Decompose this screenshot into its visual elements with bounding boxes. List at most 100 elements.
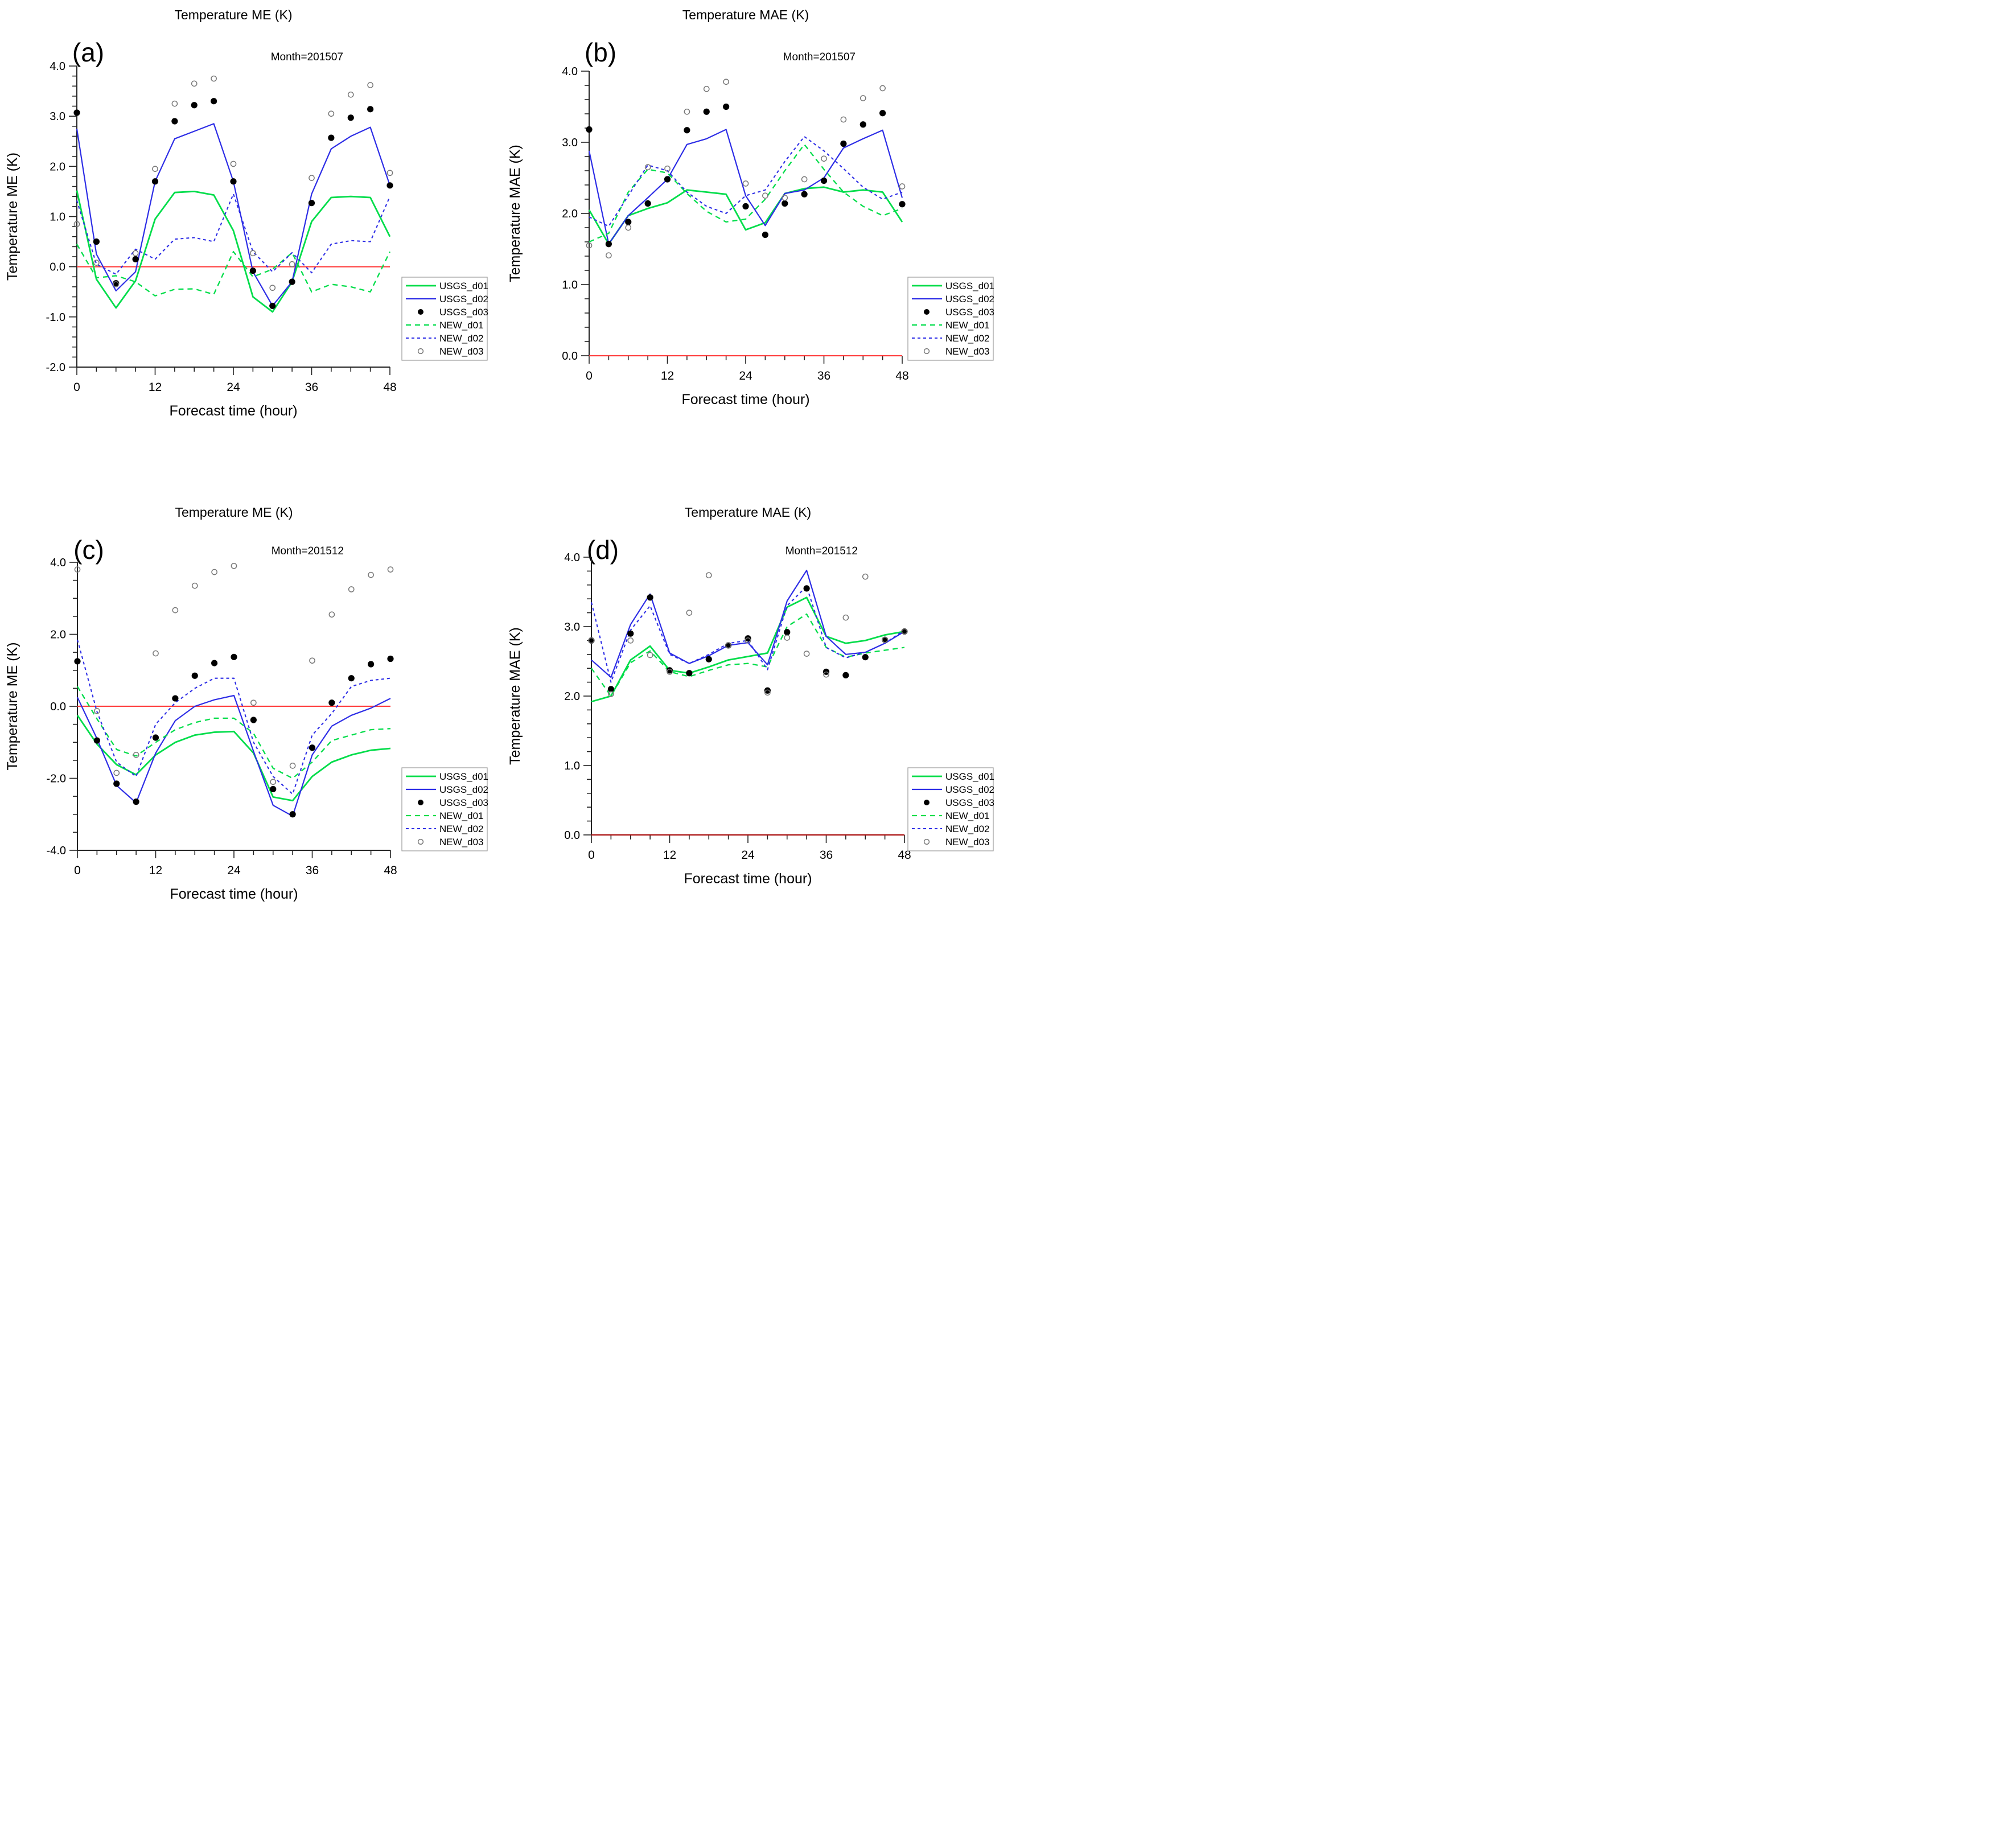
y-tick-label: -2.0 (46, 361, 65, 374)
y-tick-label: 4.0 (50, 557, 66, 569)
legend-label-USGS_d03: USGS_d03 (439, 797, 488, 808)
x-tick-label: 24 (741, 849, 755, 862)
legend-label-NEW_d02: NEW_d02 (439, 824, 483, 834)
legend-label-USGS_d01: USGS_d01 (945, 771, 994, 782)
x-axis-label: Forecast time (hour) (681, 392, 809, 408)
x-tick-label: 24 (227, 864, 241, 877)
x-ticks (589, 356, 903, 364)
panel-title: Temperature MAE (K) (682, 7, 809, 22)
series-markers-NEW_d03 (73, 75, 393, 291)
legend-label-NEW_d01: NEW_d01 (945, 320, 989, 331)
chart-panel-d: Temperature MAE (K) (d) Month=201512 Temper… (507, 505, 994, 887)
x-axis-label: Forecast time (hour) (169, 403, 297, 419)
x-tick-label: 48 (895, 369, 908, 382)
y-tick-label: 0.0 (50, 701, 66, 713)
y-tick-label: 0.0 (50, 261, 65, 274)
panel-letter: (a) (72, 38, 104, 67)
legend-label-USGS_d02: USGS_d02 (439, 784, 488, 795)
y-ticks (583, 557, 591, 835)
panel-letter: (d) (587, 535, 619, 565)
month-label: Month=201512 (272, 545, 344, 557)
legend: USGS_d01 USGS_d02 USGS_d03 NEW_d01 NEW_d02 NE… (907, 277, 994, 361)
y-tick-label: -4.0 (47, 845, 66, 857)
y-tick-label: 3.0 (562, 137, 578, 149)
legend-label-NEW_d03: NEW_d03 (439, 837, 483, 847)
legend-label-NEW_d02: NEW_d02 (945, 824, 989, 834)
x-tick-label: 12 (149, 381, 162, 394)
x-tick-label: 36 (306, 864, 319, 877)
series-markers-NEW_d03 (586, 79, 906, 259)
series-line-NEW_d01 (77, 686, 391, 779)
y-tick-label: 2.0 (562, 208, 578, 220)
legend: USGS_d01 USGS_d02 USGS_d03 NEW_d01 NEW_d02 NE… (401, 277, 488, 361)
series-markers-USGS_d03 (74, 653, 394, 818)
y-tick-label: 3.0 (564, 621, 580, 633)
y-tick-label: 2.0 (50, 160, 65, 173)
x-ticks (77, 850, 391, 858)
panel-title: Temperature ME (K) (175, 505, 293, 520)
y-tick-label: 0.0 (564, 829, 580, 842)
y-ticks (69, 562, 77, 851)
legend-label-USGS_d01: USGS_d01 (439, 771, 488, 782)
legend-label-NEW_d01: NEW_d01 (439, 320, 483, 331)
legend: USGS_d01 USGS_d02 USGS_d03 NEW_d01 NEW_d02 NE… (907, 767, 994, 851)
x-tick-label: 12 (149, 864, 162, 877)
chart-panel-a: Temperature ME (K) (a) Month=201507 Tempera… (5, 7, 488, 419)
x-tick-label: 24 (227, 381, 240, 394)
month-label: Month=201507 (271, 51, 343, 63)
legend-label-USGS_d03: USGS_d03 (945, 307, 994, 318)
legend-label-NEW_d03: NEW_d03 (945, 346, 989, 357)
x-ticks (591, 835, 905, 843)
x-tick-label: 0 (74, 864, 81, 877)
x-tick-label: 36 (817, 369, 830, 382)
legend-label-USGS_d02: USGS_d02 (945, 784, 994, 795)
panel-title: Temperature ME (K) (174, 7, 292, 22)
panel-d: Temperature MAE (K) (d) Month=201512 Temper… (503, 462, 1005, 924)
legend-label-USGS_d02: USGS_d02 (439, 294, 488, 304)
series-line-USGS_d01 (588, 186, 903, 245)
panel-a: Temperature ME (K) (a) Month=201507 Tempera… (0, 0, 503, 462)
x-tick-label: 36 (305, 381, 318, 394)
legend-label-NEW_d03: NEW_d03 (945, 837, 989, 847)
panel-letter: (b) (585, 38, 616, 67)
y-axis-label: Temperature MAE (K) (507, 627, 523, 765)
legend-label-USGS_d03: USGS_d03 (439, 307, 488, 318)
x-tick-label: 48 (898, 849, 911, 862)
y-ticks (581, 71, 589, 356)
x-tick-label: 48 (384, 864, 397, 877)
axes (591, 557, 904, 835)
series-line-NEW_d02 (590, 586, 905, 683)
panel-title: Temperature MAE (K) (685, 505, 811, 520)
y-tick-label: 4.0 (564, 551, 580, 564)
series-line-USGS_d01 (76, 715, 391, 802)
legend-label-USGS_d01: USGS_d01 (945, 281, 994, 291)
x-tick-label: 0 (586, 369, 593, 382)
y-axis-label: Temperature MAE (K) (507, 145, 523, 282)
y-tick-label: 4.0 (50, 60, 65, 73)
y-tick-label: 0.0 (562, 350, 578, 363)
four-panel-temperature-figure: Temperature ME (K) (a) Month=201507 Tempera… (0, 0, 1005, 924)
x-ticks (76, 367, 390, 375)
x-axis-label: Forecast time (hour) (684, 871, 812, 887)
legend-label-NEW_d03: NEW_d03 (439, 346, 483, 357)
panel-letter: (c) (73, 535, 104, 565)
x-tick-label: 24 (739, 369, 752, 382)
y-tick-label: -1.0 (46, 311, 65, 324)
series-markers-USGS_d03 (588, 585, 908, 694)
month-label: Month=201512 (786, 545, 858, 557)
panel-c: Temperature ME (K) (c) Month=201512 Tempera… (0, 462, 503, 924)
y-tick-label: 1.0 (50, 211, 65, 224)
x-tick-label: 48 (383, 381, 396, 394)
y-tick-label: 3.0 (50, 110, 65, 123)
series-line-NEW_d02 (76, 193, 390, 275)
legend-label-USGS_d02: USGS_d02 (945, 294, 994, 304)
panel-b: Temperature MAE (K) (b) Month=201507 Temper… (503, 0, 1005, 462)
axes (76, 66, 390, 368)
legend-label-NEW_d02: NEW_d02 (439, 333, 483, 344)
series-line-USGS_d02 (591, 570, 905, 678)
series-markers-NEW_d03 (588, 572, 908, 697)
series-line-NEW_d01 (589, 143, 903, 243)
x-tick-label: 12 (663, 849, 676, 862)
y-tick-label: 1.0 (564, 760, 580, 772)
y-tick-label: 2.0 (50, 629, 66, 641)
